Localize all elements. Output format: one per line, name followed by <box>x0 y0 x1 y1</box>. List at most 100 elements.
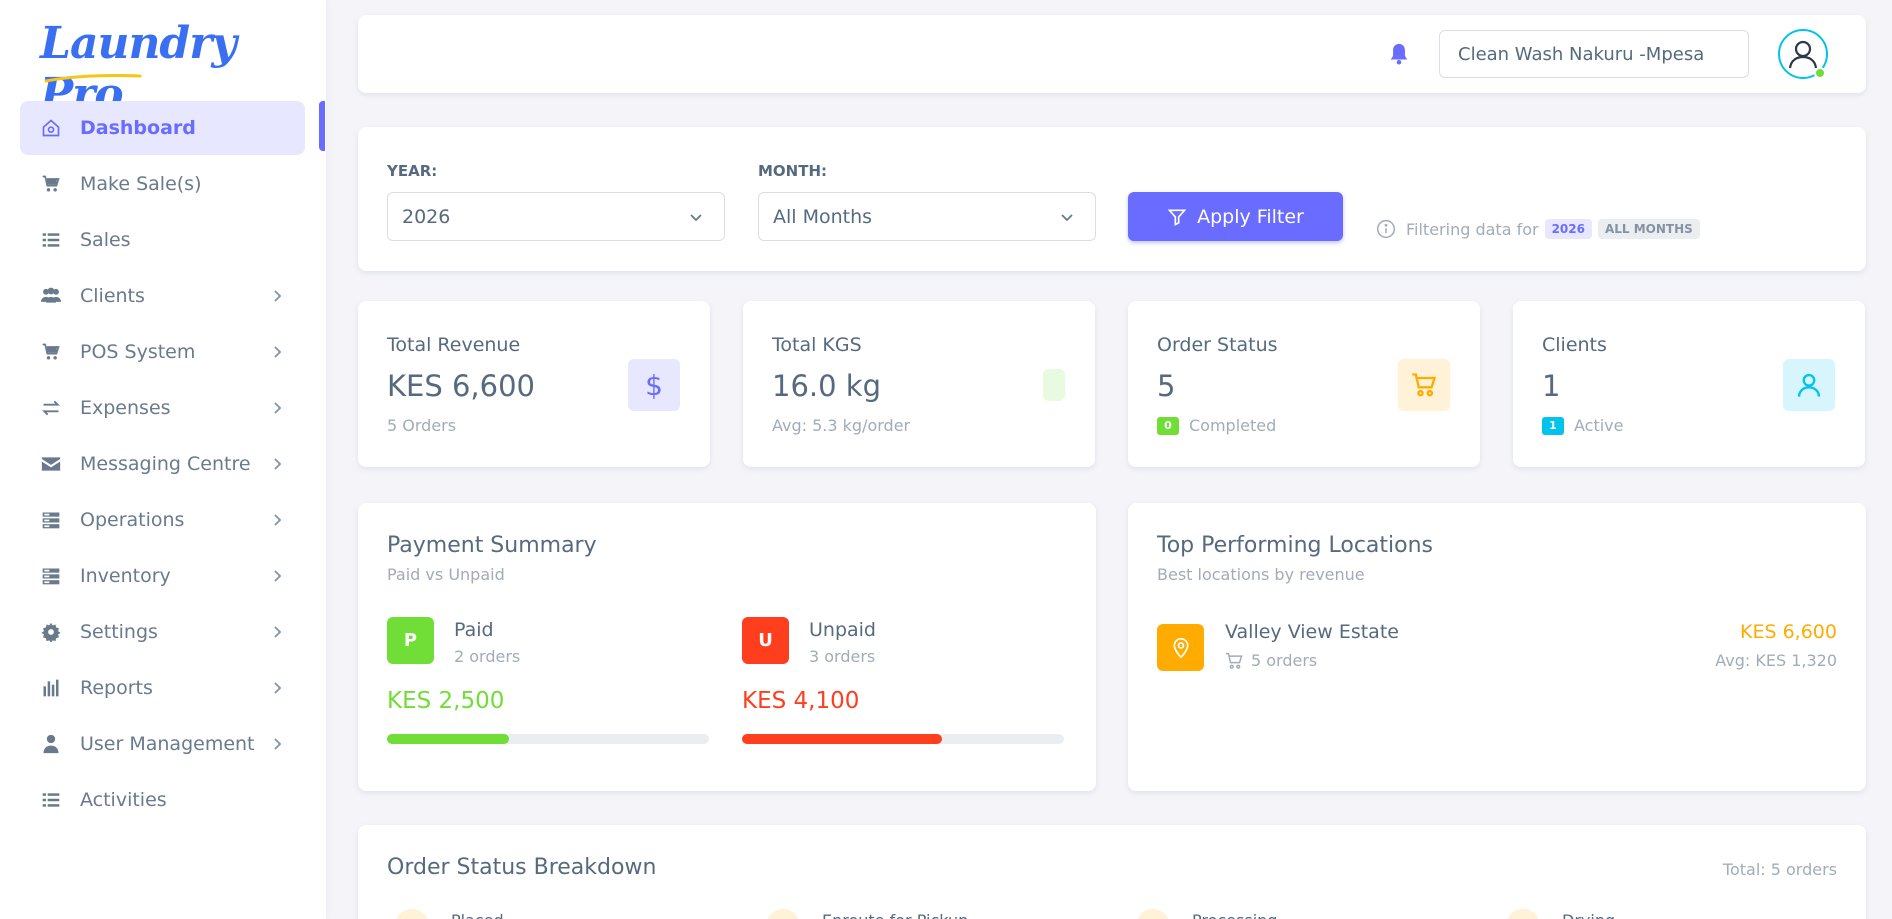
card-subtitle: Best locations by revenue <box>1157 565 1365 584</box>
apply-filter-label: Apply Filter <box>1197 205 1304 228</box>
year-select-value: 2026 <box>402 205 451 228</box>
active-item-marker <box>319 101 325 151</box>
total-kgs-card: Total KGS 16.0 kg Avg: 5.3 kg/order <box>743 301 1095 467</box>
chevron-right-icon <box>274 402 282 414</box>
sidebar-item-label: Clients <box>80 285 145 307</box>
year-label: YEAR: <box>387 162 438 180</box>
order-status-breakdown-card: Order Status Breakdown Total: 5 orders P… <box>358 825 1866 919</box>
filter-icon <box>1167 209 1187 226</box>
month-select[interactable]: All Months <box>758 192 1096 241</box>
paid-progress-fill <box>387 734 510 744</box>
user-icon <box>1783 359 1835 411</box>
sidebar-item-messaging-centre[interactable]: Messaging Centre <box>20 437 305 491</box>
bell-icon[interactable] <box>1388 42 1410 66</box>
top-locations-card: Top Performing Locations Best locations … <box>1128 503 1866 791</box>
apply-filter-button[interactable]: Apply Filter <box>1128 192 1343 241</box>
stat-value: 16.0 kg <box>772 369 881 403</box>
unpaid-progress-fill <box>742 734 942 744</box>
paid-amount: KES 2,500 <box>387 688 505 714</box>
clients-card: Clients 1 1 Active <box>1513 301 1865 467</box>
cart-icon <box>1398 359 1450 411</box>
sidebar-item-label: Sales <box>80 229 131 251</box>
online-status-dot <box>1814 67 1826 79</box>
chevron-down-icon <box>690 214 702 222</box>
status-icon <box>395 909 429 919</box>
sidebar-item-dashboard[interactable]: Dashboard <box>20 101 305 155</box>
location-selector[interactable]: Clean Wash Nakuru -Mpesa <box>1439 30 1749 78</box>
sidebar-item-operations[interactable]: Operations <box>20 493 305 547</box>
status-icon <box>1506 909 1540 919</box>
total-revenue-card: Total Revenue KES 6,600 5 Orders $ <box>358 301 710 467</box>
logo-swoosh-icon <box>44 74 142 83</box>
status-icon <box>766 909 800 919</box>
sidebar-item-make-sales[interactable]: Make Sale(s) <box>20 157 305 211</box>
unpaid-badge: U <box>742 617 789 664</box>
weight-icon <box>1043 369 1065 401</box>
order-status-card: Order Status 5 0 Completed <box>1128 301 1480 467</box>
sidebar-item-activities[interactable]: Activities <box>20 773 305 827</box>
paid-count: 2 orders <box>454 647 521 666</box>
stat-title: Clients <box>1542 334 1607 356</box>
status-label: Drying <box>1562 911 1615 919</box>
card-title: Top Performing Locations <box>1157 533 1433 558</box>
sidebar-menu: Dashboard Make Sale(s) Sales Clients <box>20 101 305 829</box>
chevron-right-icon <box>274 458 282 470</box>
status-total: Total: 5 orders <box>1722 860 1837 879</box>
sidebar-item-user-management[interactable]: User Management <box>20 717 305 771</box>
year-select[interactable]: 2026 <box>387 192 725 241</box>
users-icon <box>40 285 62 307</box>
home-icon <box>40 117 62 139</box>
location-orders-count: 5 orders <box>1251 651 1318 670</box>
status-label: Processing <box>1192 911 1277 919</box>
sidebar-item-label: Dashboard <box>80 117 196 139</box>
sidebar-item-settings[interactable]: Settings <box>20 605 305 659</box>
chevron-right-icon <box>274 626 282 638</box>
stat-title: Order Status <box>1157 334 1278 356</box>
chevron-right-icon <box>274 346 282 358</box>
status-label: Placed <box>451 911 504 919</box>
list-icon <box>40 229 62 251</box>
dollar-icon: $ <box>628 359 680 411</box>
status-label: Enroute for Pickup <box>822 911 968 919</box>
chevron-right-icon <box>274 738 282 750</box>
location-amount: KES 6,600 <box>1740 621 1837 643</box>
exchange-icon <box>40 397 62 419</box>
sidebar-item-label: Make Sale(s) <box>80 173 202 195</box>
sidebar-item-clients[interactable]: Clients <box>20 269 305 323</box>
brand-logo[interactable]: Laundry Pro <box>40 18 290 120</box>
server-icon <box>40 509 62 531</box>
stat-title: Total KGS <box>772 334 862 356</box>
unpaid-progress-track <box>742 734 1064 744</box>
avatar[interactable] <box>1778 29 1828 79</box>
stat-value: 1 <box>1542 369 1561 403</box>
card-title: Payment Summary <box>387 533 597 558</box>
sidebar-item-sales[interactable]: Sales <box>20 213 305 267</box>
sidebar-item-inventory[interactable]: Inventory <box>20 549 305 603</box>
active-label: Active <box>1574 416 1624 435</box>
envelope-icon <box>40 453 62 475</box>
sidebar-item-label: Expenses <box>80 397 171 419</box>
sidebar-item-pos-system[interactable]: POS System <box>20 325 305 379</box>
chevron-right-icon <box>274 514 282 526</box>
sidebar-item-expenses[interactable]: Expenses <box>20 381 305 435</box>
sidebar-item-reports[interactable]: Reports <box>20 661 305 715</box>
cart-icon <box>40 341 62 363</box>
completed-count-badge: 0 <box>1157 416 1179 435</box>
user-avatar-icon <box>1788 40 1818 69</box>
brand-name: Laundry Pro <box>40 18 237 120</box>
unpaid-amount: KES 4,100 <box>742 688 860 714</box>
cart-icon <box>1226 652 1243 669</box>
sidebar-item-label: User Management <box>80 733 255 755</box>
bar-chart-icon <box>40 677 62 699</box>
location-orders: 5 orders <box>1225 651 1317 670</box>
unpaid-name: Unpaid <box>809 619 876 641</box>
card-title: Order Status Breakdown <box>387 855 657 880</box>
stat-value: KES 6,600 <box>387 369 535 403</box>
paid-name: Paid <box>454 619 494 641</box>
list-item: Valley View Estate 5 orders KES 6,600 Av… <box>1157 621 1837 671</box>
gear-icon <box>40 621 62 643</box>
sidebar-item-label: Activities <box>80 789 167 811</box>
filter-card: YEAR: 2026 MONTH: All Months Apply Filte… <box>358 127 1866 271</box>
sidebar-item-label: Operations <box>80 509 185 531</box>
filter-info: Filtering data for 2026 ALL MONTHS <box>1376 219 1700 239</box>
